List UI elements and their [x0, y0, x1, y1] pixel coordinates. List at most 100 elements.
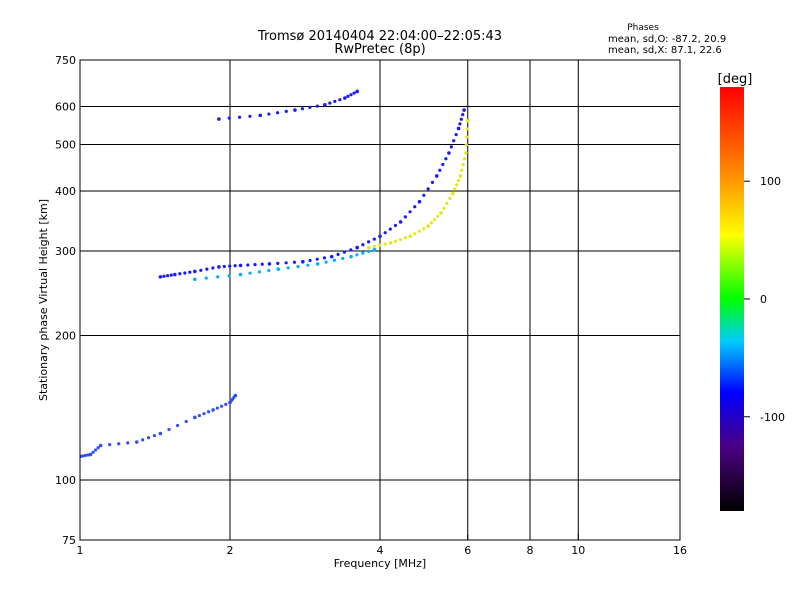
data-point	[403, 236, 407, 240]
data-point	[88, 452, 93, 457]
data-point	[346, 94, 350, 98]
data-point	[260, 262, 264, 266]
data-point	[275, 111, 280, 115]
x-tick-label: 6	[464, 544, 471, 557]
data-point	[126, 441, 130, 445]
data-point	[98, 443, 103, 448]
data-point	[465, 135, 469, 139]
data-point	[355, 89, 359, 94]
data-point	[169, 273, 173, 277]
y-tick-label: 400	[55, 185, 76, 198]
data-point	[258, 113, 263, 118]
data-point	[456, 178, 461, 182]
data-point	[367, 245, 371, 250]
data-point	[238, 263, 243, 268]
data-point	[355, 253, 359, 257]
data-point	[451, 191, 455, 196]
data-point	[276, 267, 281, 271]
y-axis-label: Stationary phase Virtual Height [km]	[37, 199, 50, 401]
data-point	[449, 145, 453, 149]
data-point	[367, 249, 371, 253]
data-point	[267, 262, 272, 266]
data-point	[228, 264, 232, 268]
data-point	[222, 264, 226, 269]
data-point	[458, 174, 463, 178]
data-point	[458, 122, 462, 126]
data-point	[248, 114, 252, 118]
data-point	[293, 108, 297, 112]
data-point	[178, 272, 182, 276]
phases-o-stats: mean, sd,O: -87.2, 20.9	[608, 34, 726, 45]
data-point	[257, 270, 262, 274]
data-point	[188, 270, 192, 274]
data-point	[146, 436, 151, 440]
data-point	[267, 112, 271, 116]
data-point	[445, 201, 449, 205]
data-point	[93, 448, 98, 452]
data-point	[205, 267, 209, 271]
data-point	[193, 277, 197, 282]
data-point	[204, 276, 208, 280]
y-tick-label: 75	[62, 534, 76, 547]
data-point	[422, 227, 426, 231]
data-point	[197, 413, 202, 418]
data-point	[434, 174, 439, 178]
data-point	[383, 242, 387, 246]
data-point	[215, 406, 219, 410]
data-point	[324, 260, 328, 264]
data-point	[460, 168, 464, 172]
data-point	[452, 139, 456, 143]
data-point	[193, 269, 197, 274]
data-point	[253, 263, 257, 267]
data-point	[167, 427, 171, 432]
phases-x-stats: mean, sd,X: 87.1, 22.6	[608, 45, 722, 56]
data-point	[81, 454, 85, 458]
colorbar-ticks: 100 0 -100	[744, 175, 785, 424]
data-point	[343, 96, 347, 100]
data-point	[430, 180, 435, 185]
data-point	[276, 261, 280, 265]
y-tick-label: 300	[55, 245, 76, 258]
data-point	[233, 264, 237, 268]
data-point	[152, 434, 157, 438]
data-point	[453, 187, 457, 191]
data-point	[296, 264, 300, 269]
data-point	[398, 220, 403, 224]
x-tick-label: 2	[227, 544, 234, 557]
data-point	[329, 254, 334, 259]
y-axis-ticks: 75 100 200 300 400 500 600 750	[55, 54, 86, 547]
data-point	[442, 206, 446, 210]
data-point	[352, 91, 356, 95]
data-point	[413, 205, 417, 209]
data-point	[237, 115, 242, 119]
data-point	[432, 217, 437, 222]
x-axis-label: Frequency [MHz]	[334, 557, 426, 570]
data-point	[83, 453, 87, 458]
data-point	[393, 239, 398, 243]
data-point	[388, 227, 392, 231]
data-point	[211, 408, 215, 412]
data-point	[308, 258, 312, 263]
colorbar-tick-label: 100	[760, 175, 781, 188]
y-tick-label: 600	[55, 101, 76, 114]
data-point	[338, 98, 342, 102]
data-point	[336, 252, 340, 256]
data-point	[465, 127, 469, 131]
data-point	[219, 404, 224, 408]
data-point	[301, 259, 305, 264]
x-axis-ticks: 1 2 4 6 8 10 16	[77, 534, 687, 557]
data-point	[342, 250, 347, 254]
data-point	[462, 108, 466, 112]
data-point	[216, 275, 220, 279]
data-point	[429, 221, 434, 225]
phases-title: Phases	[627, 23, 659, 33]
data-point	[366, 240, 371, 244]
data-point	[383, 231, 387, 235]
data-point	[456, 126, 461, 131]
data-point	[227, 116, 231, 120]
data-point	[439, 211, 443, 215]
colorbar-tick-label: 0	[760, 293, 767, 306]
colorbar-tick-label: -100	[760, 411, 785, 424]
data-point	[426, 187, 430, 191]
